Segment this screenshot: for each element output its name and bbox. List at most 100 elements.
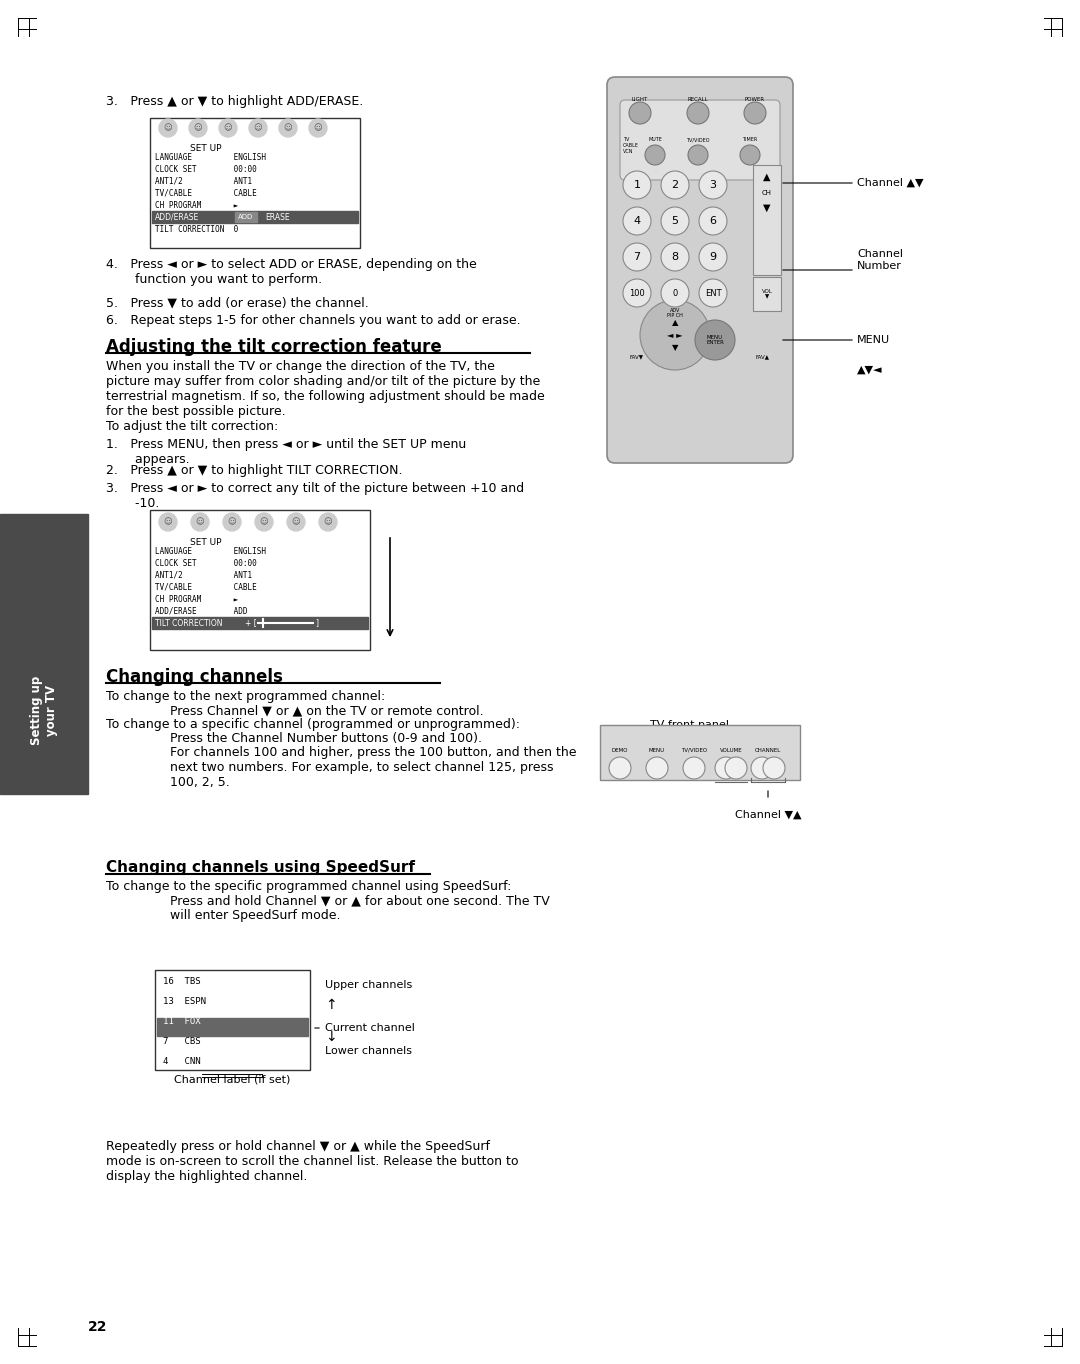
Text: MENU: MENU (649, 747, 665, 753)
Text: 13  ESPN: 13 ESPN (163, 997, 206, 1007)
Text: To change to a specific channel (programmed or unprogrammed):: To change to a specific channel (program… (106, 717, 519, 731)
Text: ↓: ↓ (325, 1030, 337, 1043)
Bar (0, 514, 87, 794)
Text: Current channel: Current channel (325, 1023, 415, 1033)
Text: Press and hold Channel ▼ or ▲ for about one second. The TV
  will enter SpeedSur: Press and hold Channel ▼ or ▲ for about … (145, 893, 550, 922)
Text: DEMO: DEMO (611, 747, 629, 753)
Circle shape (699, 207, 727, 235)
Circle shape (661, 207, 689, 235)
Circle shape (699, 243, 727, 271)
Text: 3. Press ▲ or ▼ to highlight ADD/ERASE.: 3. Press ▲ or ▼ to highlight ADD/ERASE. (106, 95, 363, 108)
Text: 100: 100 (630, 289, 645, 297)
Bar (235, 211, 257, 222)
Text: ANT1/2           ANT1: ANT1/2 ANT1 (156, 570, 252, 580)
Circle shape (696, 321, 735, 360)
FancyBboxPatch shape (620, 100, 780, 180)
Text: CABLE: CABLE (623, 143, 639, 149)
Text: To change to the next programmed channel:: To change to the next programmed channel… (106, 690, 386, 702)
Text: ERASE: ERASE (265, 213, 289, 221)
Text: Repeatedly press or hold channel ▼ or ▲ while the SpeedSurf
mode is on-screen to: Repeatedly press or hold channel ▼ or ▲ … (106, 1140, 518, 1183)
Bar (152, 211, 357, 222)
Text: ADV
PIP CH: ADV PIP CH (667, 308, 683, 318)
Circle shape (740, 145, 760, 165)
Text: ☺: ☺ (284, 124, 293, 132)
Text: ▼: ▼ (764, 203, 771, 213)
Text: + [: + [ (245, 618, 257, 627)
Circle shape (623, 170, 651, 199)
Text: ☺: ☺ (259, 517, 268, 527)
Text: ☺: ☺ (195, 517, 204, 527)
Text: ▲▼◄: ▲▼◄ (858, 366, 882, 375)
Circle shape (683, 757, 705, 779)
Text: ☺: ☺ (224, 124, 232, 132)
Circle shape (688, 145, 708, 165)
Bar (753, 165, 781, 276)
Text: 2. Press ▲ or ▼ to highlight TILT CORRECTION.: 2. Press ▲ or ▼ to highlight TILT CORREC… (106, 464, 403, 477)
Text: 9: 9 (710, 252, 716, 262)
Circle shape (629, 102, 651, 124)
Text: CHANNEL: CHANNEL (755, 747, 781, 753)
Text: ▲: ▲ (764, 172, 771, 181)
Circle shape (715, 757, 737, 779)
Circle shape (159, 513, 177, 531)
Text: ☺: ☺ (324, 517, 333, 527)
Text: LIGHT: LIGHT (632, 97, 648, 102)
Circle shape (189, 119, 207, 136)
Text: Channel label (if set): Channel label (if set) (174, 1075, 291, 1084)
Text: 2: 2 (672, 180, 678, 190)
Circle shape (646, 757, 669, 779)
Text: TV front panel: TV front panel (650, 720, 729, 730)
Text: CH: CH (762, 190, 772, 196)
Text: 7: 7 (634, 252, 640, 262)
Circle shape (762, 757, 785, 779)
Text: ADD/ERASE        ADD: ADD/ERASE ADD (156, 607, 247, 615)
Bar (150, 119, 360, 248)
Circle shape (640, 300, 710, 370)
Text: Press the Channel Number buttons (0-9 and 100).: Press the Channel Number buttons (0-9 an… (145, 732, 482, 745)
Text: ☺: ☺ (228, 517, 237, 527)
Text: VOL
▼: VOL ▼ (761, 289, 772, 300)
Text: Setting up
your TV: Setting up your TV (30, 675, 58, 745)
Circle shape (319, 513, 337, 531)
Text: FAV▼: FAV▼ (630, 355, 644, 360)
Text: 1. Press MENU, then press ◄ or ► until the SET UP menu
   appears.: 1. Press MENU, then press ◄ or ► until t… (106, 438, 467, 466)
Text: ANT1/2           ANT1: ANT1/2 ANT1 (156, 176, 252, 186)
Circle shape (661, 243, 689, 271)
Text: ▲
◄ ►
▼: ▲ ◄ ► ▼ (667, 318, 683, 352)
Text: 6. Repeat steps 1-5 for other channels you want to add or erase.: 6. Repeat steps 1-5 for other channels y… (106, 314, 521, 327)
Circle shape (219, 119, 237, 136)
Text: When you install the TV or change the direction of the TV, the
picture may suffe: When you install the TV or change the di… (106, 360, 544, 417)
Text: TV/VIDEO: TV/VIDEO (686, 136, 710, 142)
Text: Changing channels using SpeedSurf: Changing channels using SpeedSurf (106, 859, 415, 874)
Bar (157, 1018, 308, 1037)
Text: TV/VIDEO: TV/VIDEO (680, 747, 707, 753)
Circle shape (623, 243, 651, 271)
Circle shape (623, 280, 651, 307)
Circle shape (279, 119, 297, 136)
Circle shape (699, 280, 727, 307)
Text: ADD/ERASE: ADD/ERASE (156, 213, 199, 221)
Text: Channel ▲▼: Channel ▲▼ (858, 177, 923, 188)
Text: 16  TBS: 16 TBS (163, 978, 201, 986)
Text: ☺: ☺ (164, 517, 173, 527)
Circle shape (699, 170, 727, 199)
Circle shape (623, 207, 651, 235)
Text: FAV▲: FAV▲ (756, 355, 770, 360)
Circle shape (609, 757, 631, 779)
Text: POWER: POWER (745, 97, 765, 102)
Text: 5: 5 (672, 216, 678, 226)
Text: CH PROGRAM       ►: CH PROGRAM ► (156, 595, 239, 603)
FancyBboxPatch shape (607, 76, 793, 462)
Text: For channels 100 and higher, press the 100 button, and then the
  next two numbe: For channels 100 and higher, press the 1… (145, 746, 577, 788)
Text: TIMER: TIMER (742, 136, 758, 142)
Text: 5. Press ▼ to add (or erase) the channel.: 5. Press ▼ to add (or erase) the channel… (106, 296, 368, 310)
Text: ENT: ENT (704, 289, 721, 297)
Text: MENU
ENTER: MENU ENTER (706, 334, 724, 345)
Text: 7   CBS: 7 CBS (163, 1038, 201, 1046)
Bar (753, 277, 781, 311)
Text: Channel
Number: Channel Number (858, 250, 903, 271)
Bar (152, 617, 368, 629)
Text: 0: 0 (673, 289, 677, 297)
Text: ☺: ☺ (313, 124, 322, 132)
Text: MENU: MENU (858, 336, 890, 345)
